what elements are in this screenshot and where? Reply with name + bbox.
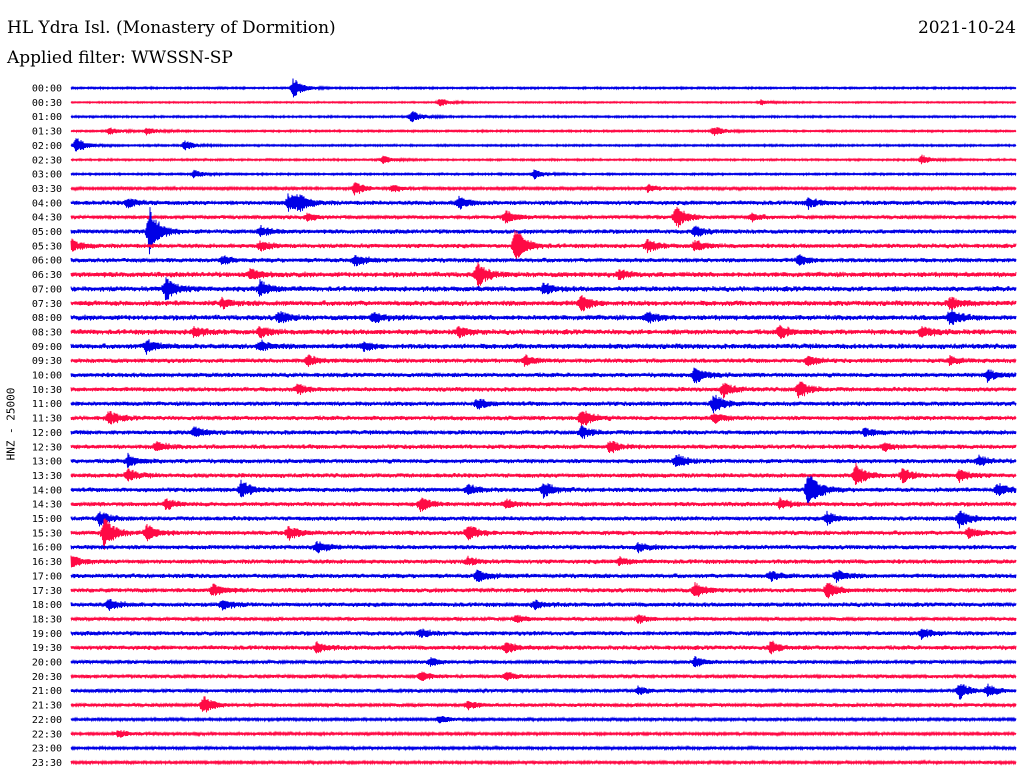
trace-time-label: 01:30: [32, 127, 62, 138]
trace-time-label: 06:00: [32, 256, 62, 267]
trace-time-label: 12:30: [32, 442, 62, 453]
seismic-trace: [70, 640, 1017, 655]
seismic-trace: [70, 277, 1017, 301]
trace-time-label: 03:30: [32, 184, 62, 195]
trace-time-label: 21:30: [32, 701, 62, 712]
trace-time-label: 08:00: [32, 313, 62, 324]
seismic-trace: [70, 497, 1017, 513]
seismic-trace: [70, 295, 1017, 312]
trace-time-label: 00:00: [32, 84, 62, 95]
seismic-trace: [70, 452, 1017, 468]
seismic-trace: [70, 254, 1017, 267]
trace-time-label: 03:00: [32, 170, 62, 181]
trace-time-label: 07:30: [32, 299, 62, 310]
seismic-trace: [70, 683, 1017, 700]
trace-time-label: 09:30: [32, 356, 62, 367]
trace-time-label: 18:30: [32, 614, 62, 625]
trace-time-label: 15:30: [32, 528, 62, 539]
trace-time-label: 02:30: [32, 155, 62, 166]
seismic-trace: [70, 309, 1017, 325]
trace-time-label: 20:30: [32, 672, 62, 683]
trace-time-label: 17:00: [32, 571, 62, 582]
seismic-trace: [70, 410, 1017, 427]
trace-time-label: 14:30: [32, 500, 62, 511]
trace-time-label: 15:00: [32, 514, 62, 525]
trace-time-label: 23:00: [32, 744, 62, 755]
trace-time-label: 20:00: [32, 658, 62, 669]
trace-time-label: 04:00: [32, 198, 62, 209]
trace-time-label: 19:00: [32, 629, 62, 640]
seismic-trace: [70, 510, 1017, 529]
trace-time-label: 11:30: [32, 414, 62, 425]
trace-time-label: 17:30: [32, 586, 62, 597]
trace-time-label: 10:00: [32, 371, 62, 382]
seismic-trace: [70, 193, 1017, 212]
trace-time-label: 07:00: [32, 284, 62, 295]
trace-time-label: 23:30: [32, 758, 62, 769]
trace-time-label: 22:30: [32, 729, 62, 740]
trace-time-label: 22:00: [32, 715, 62, 726]
seismic-trace: [70, 696, 1017, 713]
seismic-trace: [70, 207, 1017, 255]
trace-time-label: 05:00: [32, 227, 62, 238]
trace-time-label: 04:30: [32, 213, 62, 224]
seismic-trace: [70, 475, 1017, 506]
seismic-trace: [70, 230, 1017, 261]
trace-time-label: 09:00: [32, 342, 62, 353]
trace-time-label: 16:00: [32, 543, 62, 554]
trace-time-label: 18:00: [32, 600, 62, 611]
trace-time-label: 08:30: [32, 327, 62, 338]
trace-time-label: 11:00: [32, 399, 62, 410]
trace-time-label: 05:30: [32, 241, 62, 252]
seismic-trace: [70, 628, 1017, 640]
trace-time-label: 06:30: [32, 270, 62, 281]
seismic-trace: [70, 462, 1017, 485]
trace-time-label: 16:30: [32, 557, 62, 568]
trace-time-label: 13:00: [32, 457, 62, 468]
filter-label: Applied filter: WWSSN-SP: [7, 48, 233, 68]
seismic-trace: [70, 671, 1017, 682]
seismic-trace: [70, 598, 1017, 611]
trace-time-label: 10:30: [32, 385, 62, 396]
seismic-trace: [70, 518, 1017, 550]
trace-time-label: 02:00: [32, 141, 62, 152]
seismic-trace: [70, 339, 1017, 355]
trace-time-label: 12:00: [32, 428, 62, 439]
record-date: 2021-10-24: [917, 18, 1016, 38]
trace-time-label: 13:30: [32, 471, 62, 482]
trace-time-label: 21:00: [32, 686, 62, 697]
trace-time-label: 14:00: [32, 485, 62, 496]
seismic-trace: [70, 582, 1017, 599]
trace-time-label: 01:00: [32, 112, 62, 123]
trace-time-label: 00:30: [32, 98, 62, 109]
seismic-trace: [70, 354, 1017, 367]
seismic-trace: [70, 425, 1017, 439]
trace-time-label: 19:30: [32, 643, 62, 654]
seismic-trace: [70, 540, 1017, 554]
station-title: HL Ydra Isl. (Monastery of Dormition): [7, 18, 336, 38]
